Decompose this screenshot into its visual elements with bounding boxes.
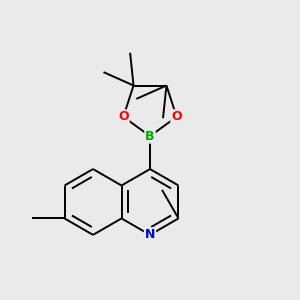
Text: B: B	[145, 130, 155, 142]
Text: O: O	[118, 110, 129, 123]
Text: O: O	[171, 110, 182, 123]
Text: N: N	[145, 228, 155, 242]
